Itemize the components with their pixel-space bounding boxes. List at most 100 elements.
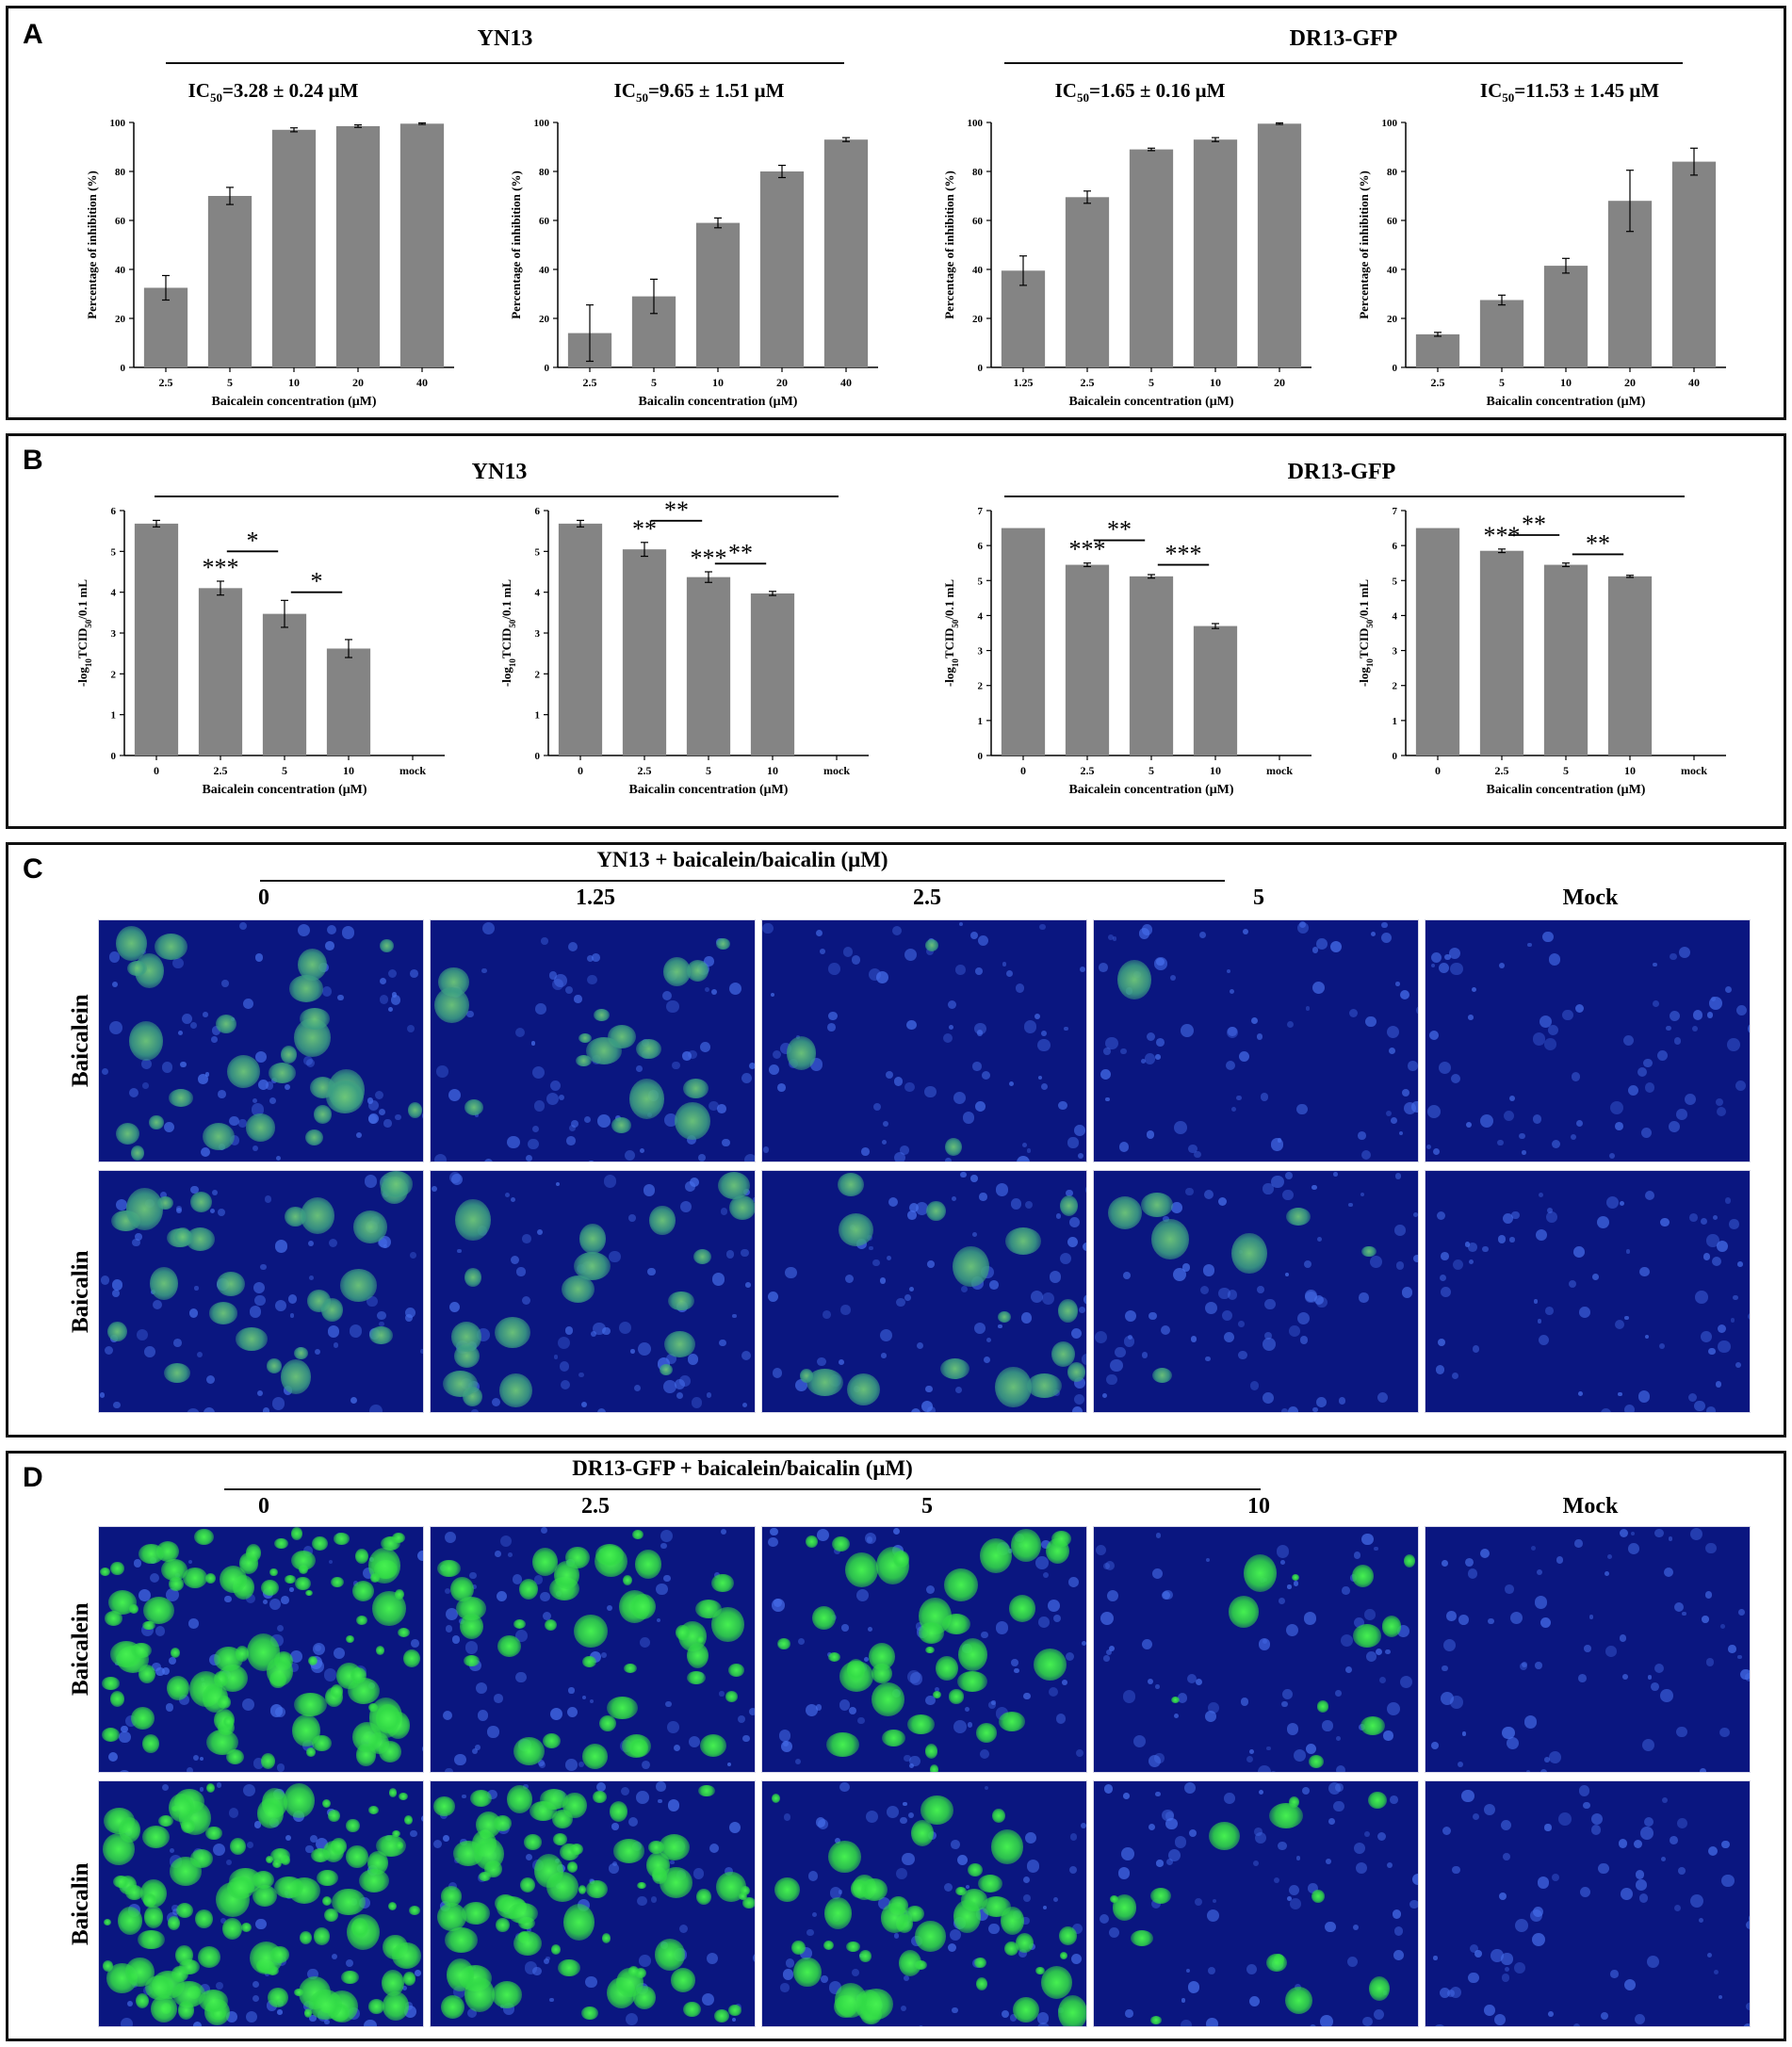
nucleus-speckle — [1458, 1615, 1469, 1625]
gfp-focus — [375, 1645, 385, 1655]
nucleus-speckle — [254, 1295, 266, 1307]
nucleus-speckle — [1676, 1109, 1688, 1121]
nucleus-speckle — [559, 1361, 570, 1373]
nucleus-speckle — [1702, 1253, 1711, 1260]
nucleus-speckle — [1634, 2013, 1645, 2024]
nucleus-speckle — [1106, 1373, 1117, 1386]
gfp-focus — [252, 1870, 275, 1890]
nucleus-speckle — [827, 1023, 836, 1032]
panel-a-group-title-yn13: YN13 — [477, 26, 533, 51]
gfp-focus — [388, 1788, 398, 1798]
nucleus-speckle — [1376, 2026, 1379, 2027]
nucleus-speckle — [1677, 1817, 1688, 1828]
gfp-focus — [683, 1078, 709, 1098]
x-tick-label: 0 — [1020, 764, 1026, 777]
gfp-focus — [698, 1784, 715, 1797]
nucleus-speckle — [581, 1402, 588, 1408]
nucleus-speckle — [302, 1056, 313, 1066]
nucleus-speckle — [349, 1324, 363, 1338]
gfp-focus — [1005, 1227, 1042, 1256]
gfp-focus — [440, 1994, 464, 2020]
nucleus-speckle — [257, 1080, 269, 1090]
nucleus-speckle — [515, 1671, 527, 1683]
gfp-focus — [378, 1740, 402, 1763]
gfp-focus — [1057, 1994, 1086, 2026]
gfp-focus — [658, 1833, 691, 1861]
nucleus-speckle — [1108, 1926, 1120, 1939]
nucleus-speckle — [204, 1406, 216, 1412]
panel-d-header: DR13-GFP + baicalein/baicalin (μM) — [572, 1456, 913, 1480]
nucleus-speckle — [925, 1386, 933, 1393]
nucleus-speckle — [564, 1326, 574, 1335]
gfp-focus — [433, 986, 469, 1024]
nucleus-speckle — [1238, 1321, 1245, 1327]
nucleus-speckle — [1101, 1393, 1107, 1399]
y-tick-label: 60 — [115, 216, 126, 227]
gfp-focus — [1149, 2016, 1163, 2025]
nucleus-speckle — [508, 1551, 513, 1557]
y-tick-label: 80 — [539, 167, 550, 178]
nucleus-speckle — [229, 1115, 239, 1127]
nucleus-speckle — [935, 1687, 940, 1693]
y-tick-label: 40 — [1387, 265, 1398, 276]
nucleus-speckle — [1452, 1372, 1459, 1380]
y-tick-label: 0 — [111, 751, 117, 762]
nucleus-speckle — [1171, 1202, 1183, 1213]
nucleus-speckle — [534, 1575, 544, 1584]
bar — [759, 171, 805, 367]
y-tick-label: 5 — [535, 546, 541, 558]
nucleus-speckle — [1015, 983, 1025, 993]
gfp-focus — [739, 1892, 748, 1900]
nucleus-speckle — [869, 1245, 873, 1251]
nucleus-speckle — [451, 1635, 461, 1645]
nucleus-speckle — [409, 1252, 416, 1259]
nucleus-speckle — [1505, 1584, 1514, 1594]
nucleus-speckle — [1281, 1700, 1288, 1708]
gfp-focus — [1067, 1361, 1085, 1382]
nucleus-speckle — [181, 1013, 192, 1024]
nucleus-speckle — [327, 1325, 339, 1338]
gfp-focus — [1117, 960, 1151, 1000]
gfp-focus — [388, 1902, 398, 1911]
nucleus-speckle — [1071, 1923, 1083, 1935]
nucleus-speckle — [1707, 1845, 1719, 1857]
bar — [1129, 149, 1174, 367]
nucleus-speckle — [1276, 1545, 1290, 1558]
nucleus-speckle — [672, 1061, 681, 1070]
gfp-focus — [881, 1903, 908, 1933]
nucleus-speckle — [1252, 1860, 1259, 1866]
nucleus-speckle — [565, 1759, 578, 1771]
gfp-focus — [288, 975, 324, 1002]
nucleus-speckle — [553, 1355, 559, 1360]
nucleus-speckle — [1461, 1730, 1467, 1736]
nucleus-speckle — [667, 1720, 680, 1733]
nucleus-speckle — [1302, 1786, 1311, 1795]
nucleus-speckle — [1673, 1904, 1681, 1911]
nucleus-speckle — [1021, 1916, 1030, 1925]
nucleus-speckle — [1511, 1210, 1520, 1219]
nucleus-speckle — [969, 1175, 978, 1182]
nucleus-speckle — [1408, 1061, 1418, 1071]
gfp-focus — [355, 1548, 368, 1565]
nucleus-speckle — [741, 1350, 751, 1360]
nucleus-speckle — [135, 1233, 142, 1241]
nucleus-speckle — [1052, 1614, 1062, 1623]
gfp-focus — [1140, 1192, 1173, 1218]
nucleus-speckle — [494, 1694, 503, 1703]
nucleus-speckle — [1071, 1406, 1083, 1412]
gfp-focus — [129, 1021, 164, 1062]
y-tick-label: 0 — [1393, 751, 1398, 762]
nucleus-speckle — [1558, 1812, 1572, 1826]
nucleus-speckle — [1429, 1031, 1440, 1041]
nucleus-speckle — [1099, 963, 1108, 972]
nucleus-speckle — [682, 1051, 692, 1061]
nucleus-speckle — [471, 1747, 479, 1754]
nucleus-speckle — [780, 1741, 792, 1753]
nucleus-speckle — [1057, 1100, 1067, 1111]
nucleus-speckle — [1538, 1193, 1543, 1198]
nucleus-speckle — [1207, 1966, 1216, 1975]
nucleus-speckle — [367, 1114, 377, 1124]
nucleus-speckle — [839, 1781, 850, 1793]
nucleus-speckle — [471, 1584, 477, 1589]
